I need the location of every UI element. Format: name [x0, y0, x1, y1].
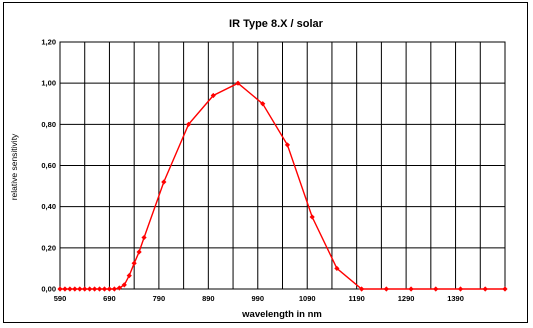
data-point-marker: [334, 265, 340, 272]
data-point-marker: [82, 286, 88, 292]
x-tick-label: 1190: [349, 294, 365, 303]
data-point-marker: [235, 80, 241, 86]
data-point-marker: [502, 286, 508, 292]
data-point-marker: [57, 286, 63, 292]
y-tick-label: 0,80: [41, 120, 56, 129]
y-tick-labels: 0,00 0,20 0,40 0,60 0,80 1,00 1,20: [41, 38, 56, 294]
x-axis-label: wavelength in nm: [241, 309, 322, 320]
data-point-marker: [457, 286, 464, 292]
data-point-marker: [136, 249, 142, 255]
data-point-marker: [433, 286, 439, 292]
data-point-marker: [111, 286, 117, 292]
data-point-marker: [87, 286, 93, 292]
data-point-marker: [210, 92, 216, 99]
data-point-marker: [260, 101, 266, 107]
data-point-marker: [359, 286, 365, 292]
x-tick-label: 890: [202, 294, 215, 303]
data-point-marker: [77, 286, 83, 292]
x-tick-label: 990: [252, 294, 265, 303]
x-tick-label: 1390: [447, 294, 464, 303]
data-point-marker: [96, 286, 103, 292]
data-point-marker: [126, 273, 132, 279]
plot-area: [59, 41, 506, 290]
data-point-marker: [67, 286, 73, 292]
data-point-marker: [101, 286, 108, 292]
x-tick-label: 590: [54, 294, 67, 303]
y-tick-label: 0,20: [41, 243, 56, 252]
data-point-marker: [284, 142, 291, 148]
y-axis-label: relative sensitivity: [9, 133, 19, 200]
y-tick-label: 0,00: [41, 285, 56, 294]
y-tick-label: 0,60: [41, 161, 56, 170]
y-tick-label: 0,40: [41, 202, 56, 211]
data-point-marker: [106, 286, 113, 292]
data-point-marker: [121, 282, 127, 288]
data-point-marker: [72, 286, 78, 292]
x-tick-label: 1090: [299, 294, 316, 303]
data-point-marker: [92, 286, 98, 292]
chart-title: IR Type 8.X / solar: [229, 18, 324, 30]
x-tick-label: 690: [103, 294, 116, 303]
data-point-marker: [482, 286, 488, 292]
data-point-marker: [116, 285, 122, 291]
data-point-marker: [383, 286, 389, 292]
x-tick-label: 1290: [398, 294, 415, 303]
data-point-marker: [408, 286, 414, 292]
grid-lines: [59, 41, 506, 290]
x-tick-label: 790: [153, 294, 166, 303]
data-point-marker: [131, 260, 137, 266]
data-point-marker: [141, 234, 147, 241]
chart-frame: [3, 2, 528, 323]
data-point-marker: [62, 286, 68, 292]
data-point-marker: [309, 214, 315, 220]
y-tick-label: 1,00: [41, 79, 56, 88]
x-tick-labels: 590 690 790 890 990 1090 1190 1290 1390: [54, 294, 464, 303]
data-point-marker: [185, 121, 192, 127]
data-point-marker: [161, 179, 167, 185]
y-tick-label: 1,20: [41, 38, 56, 47]
series-layer: [57, 80, 508, 292]
